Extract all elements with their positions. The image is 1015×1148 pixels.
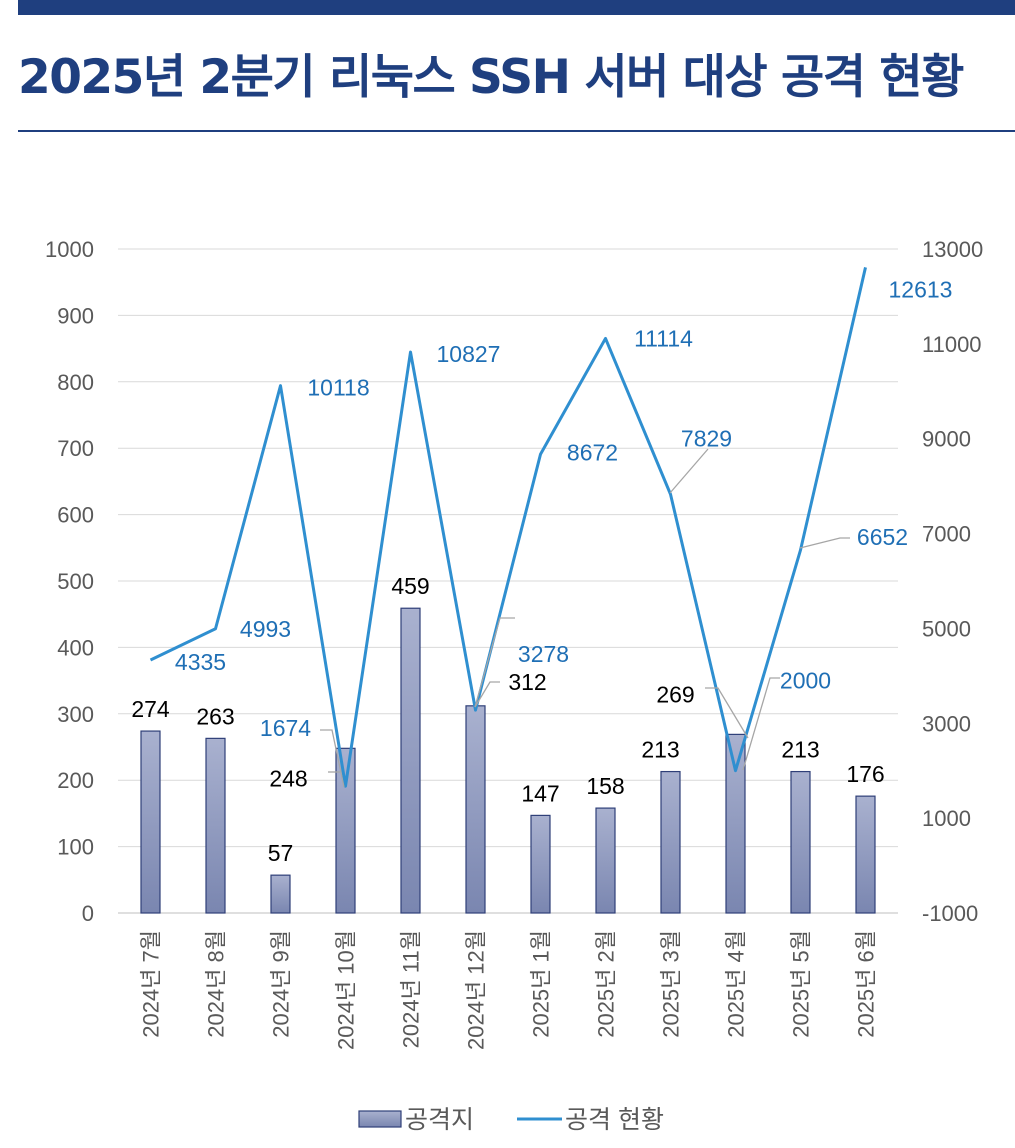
y-left-tick-label: 700 bbox=[57, 436, 94, 461]
y-right-tick-label: 13000 bbox=[922, 237, 983, 262]
line-data-label: 10827 bbox=[437, 341, 501, 367]
x-tick-label: 2025년 5월 bbox=[789, 930, 814, 1038]
x-tick-label: 2025년 2월 bbox=[594, 930, 619, 1038]
legend-bar-swatch bbox=[358, 1110, 402, 1128]
bar bbox=[660, 770, 681, 914]
y-left-tick-label: 200 bbox=[57, 768, 94, 793]
line-data-label: 11114 bbox=[634, 325, 693, 351]
x-tick-label: 2024년 10월 bbox=[334, 930, 359, 1050]
y-right-tick-label: 3000 bbox=[922, 711, 971, 736]
line-data-label: 6652 bbox=[857, 524, 908, 550]
x-tick-label: 2024년 7월 bbox=[139, 930, 164, 1038]
y-right-tick-label: 9000 bbox=[922, 427, 971, 452]
label-leader-line bbox=[474, 681, 500, 708]
bar bbox=[790, 770, 811, 914]
x-tick-label: 2024년 9월 bbox=[269, 930, 294, 1038]
line-data-label: 4993 bbox=[240, 616, 291, 642]
legend-label: 공격지 bbox=[405, 1106, 474, 1134]
header-accent-bar bbox=[18, 0, 1015, 15]
y-right-tick-label: -1000 bbox=[922, 901, 978, 926]
bar bbox=[140, 730, 161, 914]
line-data-label: 12613 bbox=[889, 276, 953, 302]
bar bbox=[465, 705, 486, 914]
bar-data-label: 147 bbox=[521, 780, 559, 806]
y-left-tick-label: 600 bbox=[57, 503, 94, 528]
x-tick-label: 2024년 8월 bbox=[204, 930, 229, 1038]
bar-data-label: 213 bbox=[781, 737, 819, 763]
y-right-tick-label: 1000 bbox=[922, 806, 971, 831]
y-left-tick-label: 1000 bbox=[45, 237, 94, 262]
bar bbox=[855, 795, 876, 914]
label-leader-line bbox=[742, 677, 780, 771]
label-leader-line bbox=[474, 617, 515, 708]
bar bbox=[205, 737, 226, 914]
page-title: 2025년 2분기 리눅스 SSH 서버 대상 공격 현황 bbox=[18, 50, 964, 105]
bar-data-label: 263 bbox=[196, 703, 234, 729]
x-tick-label: 2025년 1월 bbox=[529, 930, 554, 1038]
line-data-label: 10118 bbox=[307, 375, 369, 401]
y-left-tick-label: 100 bbox=[57, 835, 94, 860]
label-leader-line bbox=[669, 448, 709, 494]
line-data-label: 4335 bbox=[175, 649, 226, 675]
bar-data-label: 459 bbox=[391, 573, 429, 599]
y-right-tick-label: 7000 bbox=[922, 522, 971, 547]
y-left-tick-label: 900 bbox=[57, 303, 94, 328]
bar bbox=[595, 807, 616, 914]
title-divider bbox=[18, 130, 1015, 132]
y-left-tick-label: 500 bbox=[57, 569, 94, 594]
bar bbox=[400, 607, 421, 914]
bar-data-label: 274 bbox=[131, 696, 170, 722]
line-data-label: 2000 bbox=[780, 668, 831, 694]
bar-data-label: 158 bbox=[586, 773, 624, 799]
y-left-tick-label: 0 bbox=[82, 901, 94, 926]
x-tick-label: 2025년 6월 bbox=[854, 930, 879, 1038]
line-data-label: 3278 bbox=[518, 641, 569, 667]
label-leader-line bbox=[705, 687, 749, 739]
x-tick-label: 2024년 11월 bbox=[399, 930, 424, 1048]
bar bbox=[530, 814, 551, 914]
y-right-tick-label: 11000 bbox=[922, 332, 982, 357]
legend-label: 공격 현황 bbox=[565, 1106, 664, 1134]
x-tick-label: 2025년 3월 bbox=[659, 930, 684, 1038]
y-right-tick-label: 5000 bbox=[922, 616, 971, 641]
bar-data-label: 213 bbox=[641, 737, 679, 763]
bar-data-label: 57 bbox=[268, 840, 294, 866]
y-left-tick-label: 800 bbox=[57, 370, 94, 395]
bar-data-label: 269 bbox=[656, 681, 694, 707]
line-data-label: 8672 bbox=[567, 439, 618, 465]
bar bbox=[270, 874, 291, 914]
y-left-tick-label: 400 bbox=[57, 635, 94, 660]
label-leader-line bbox=[320, 729, 345, 788]
bar-data-label: 312 bbox=[508, 669, 546, 695]
line-series bbox=[149, 267, 867, 788]
line-data-label: 1674 bbox=[260, 715, 311, 741]
x-tick-label: 2024년 12월 bbox=[464, 930, 489, 1050]
line-data-label: 7829 bbox=[681, 425, 732, 451]
bar-data-label: 248 bbox=[269, 765, 307, 791]
bar bbox=[335, 747, 356, 914]
bar-data-label: 176 bbox=[846, 761, 884, 787]
bar bbox=[725, 733, 746, 914]
label-leader-line bbox=[799, 537, 850, 549]
x-tick-label: 2025년 4월 bbox=[724, 930, 749, 1038]
y-left-tick-label: 300 bbox=[57, 702, 94, 727]
